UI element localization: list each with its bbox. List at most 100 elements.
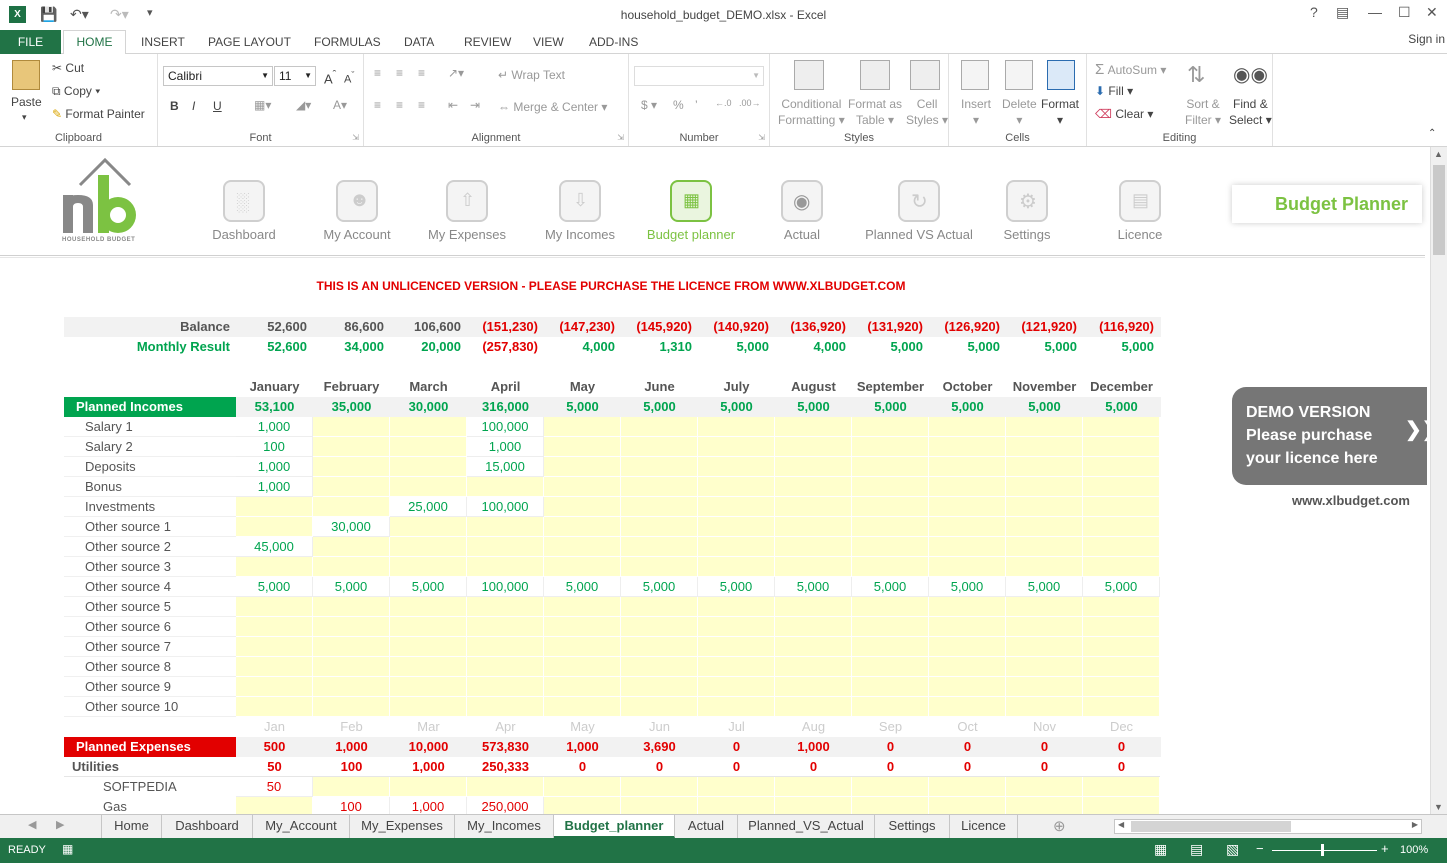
income-cell[interactable]	[313, 697, 390, 717]
scroll-thumb[interactable]	[1433, 165, 1445, 255]
income-cell[interactable]	[929, 637, 1006, 657]
monthly-result-cell[interactable]: 5,000	[1121, 339, 1154, 354]
income-cell[interactable]	[390, 617, 467, 637]
sheet-tab-licence[interactable]: Licence	[950, 815, 1018, 838]
income-cell[interactable]	[313, 557, 390, 577]
income-cell[interactable]	[467, 697, 544, 717]
monthly-result-cell[interactable]: 5,000	[1044, 339, 1077, 354]
balance-cell[interactable]: (131,920)	[867, 319, 923, 334]
format-painter-button[interactable]: ✎ Format Painter	[52, 107, 145, 121]
income-cell[interactable]	[929, 417, 1006, 437]
minimize-icon[interactable]: —	[1368, 4, 1382, 20]
income-cell[interactable]	[390, 697, 467, 717]
scroll-tabs-right-icon[interactable]: ▶	[56, 819, 65, 831]
income-cell[interactable]	[236, 617, 313, 637]
income-cell[interactable]	[1006, 657, 1083, 677]
add-sheet-icon[interactable]: ⊕	[1053, 818, 1066, 835]
income-cell[interactable]	[313, 497, 390, 517]
income-cell[interactable]	[775, 437, 852, 457]
income-cell[interactable]	[1006, 537, 1083, 557]
tab-insert[interactable]: INSERT	[141, 35, 185, 49]
expense-cell[interactable]	[698, 777, 775, 797]
income-cell[interactable]	[929, 437, 1006, 457]
align-left-icon[interactable]: ≡	[374, 98, 382, 112]
income-cell[interactable]: 5,000	[775, 577, 852, 597]
income-cell[interactable]	[1006, 637, 1083, 657]
sheet-tab-dashboard[interactable]: Dashboard	[162, 815, 253, 838]
decrease-decimal-icon[interactable]: .00→	[739, 98, 761, 108]
income-cell[interactable]	[467, 537, 544, 557]
monthly-result-cell[interactable]: 5,000	[736, 339, 769, 354]
paste-button[interactable]: Paste	[11, 95, 42, 109]
income-cell[interactable]	[621, 477, 698, 497]
income-cell[interactable]	[1083, 617, 1160, 637]
income-cell[interactable]	[929, 457, 1006, 477]
comma-icon[interactable]: ’	[695, 98, 698, 112]
expense-cell[interactable]	[852, 777, 929, 797]
income-cell[interactable]	[1006, 457, 1083, 477]
income-cell[interactable]: 5,000	[313, 577, 390, 597]
income-cell[interactable]	[621, 697, 698, 717]
income-cell[interactable]	[390, 477, 467, 497]
expense-total-cell[interactable]: 0	[732, 739, 741, 754]
income-cell[interactable]	[544, 557, 621, 577]
income-total-cell[interactable]: 5,000	[566, 399, 599, 414]
income-cell[interactable]: 100,000	[467, 497, 544, 517]
income-cell[interactable]	[698, 417, 775, 437]
zoom-slider[interactable]	[1272, 850, 1377, 851]
income-total-cell[interactable]: 35,000	[331, 399, 372, 414]
income-cell[interactable]	[775, 677, 852, 697]
income-cell[interactable]	[544, 517, 621, 537]
page-break-view-icon[interactable]: ▧	[1226, 841, 1240, 857]
scroll-tabs-left-icon[interactable]: ◀	[28, 819, 37, 831]
nav-dashboard[interactable]: ░ Dashboard	[189, 180, 299, 242]
income-cell[interactable]	[313, 477, 390, 497]
utilities-cell[interactable]: 0	[1006, 757, 1083, 777]
expense-total-cell[interactable]: 1,000	[566, 739, 599, 754]
income-cell[interactable]	[467, 477, 544, 497]
income-cell[interactable]	[775, 617, 852, 637]
cell-styles-icon[interactable]	[910, 60, 940, 90]
tab-view[interactable]: VIEW	[533, 35, 564, 49]
income-cell[interactable]	[1083, 417, 1160, 437]
income-cell[interactable]	[852, 617, 929, 637]
utilities-cell[interactable]: 0	[544, 757, 621, 777]
income-cell[interactable]	[236, 697, 313, 717]
demo-url[interactable]: www.xlbudget.com	[1292, 493, 1410, 508]
nav-my-account[interactable]: ☻ My Account	[302, 180, 412, 242]
expense-total-cell[interactable]: 573,830	[482, 739, 529, 754]
utilities-cell[interactable]: 0	[621, 757, 698, 777]
income-cell[interactable]	[698, 477, 775, 497]
income-total-cell[interactable]: 5,000	[1028, 399, 1061, 414]
sort-filter-button[interactable]: Sort & Filter ▾	[1185, 97, 1222, 127]
orientation-icon[interactable]: ↗▾	[448, 66, 465, 80]
income-cell[interactable]	[1083, 497, 1160, 517]
income-cell[interactable]	[698, 457, 775, 477]
income-cell[interactable]	[621, 597, 698, 617]
sheet-tab-my-incomes[interactable]: My_Incomes	[455, 815, 554, 838]
income-cell[interactable]	[852, 697, 929, 717]
income-cell[interactable]	[1083, 457, 1160, 477]
tab-review[interactable]: REVIEW	[464, 35, 512, 49]
paste-icon[interactable]	[12, 60, 40, 90]
income-cell[interactable]: 45,000	[236, 537, 313, 557]
income-cell[interactable]	[852, 457, 929, 477]
income-cell[interactable]	[1006, 417, 1083, 437]
income-cell[interactable]	[852, 497, 929, 517]
expense-total-cell[interactable]: 0	[1040, 739, 1049, 754]
utilities-cell[interactable]: 250,333	[467, 757, 544, 777]
income-cell[interactable]	[1083, 657, 1160, 677]
income-cell[interactable]	[1006, 497, 1083, 517]
income-cell[interactable]	[544, 617, 621, 637]
monthly-result-cell[interactable]: 5,000	[890, 339, 923, 354]
binoculars-icon[interactable]: ◉◉	[1233, 64, 1268, 86]
income-cell[interactable]	[929, 517, 1006, 537]
income-cell[interactable]	[467, 657, 544, 677]
font-dialog-launcher-icon[interactable]: ⇲	[352, 133, 359, 142]
income-total-cell[interactable]: 5,000	[720, 399, 753, 414]
income-cell[interactable]	[467, 557, 544, 577]
undo-icon[interactable]: ↶▾	[70, 6, 89, 22]
borders-icon[interactable]: ▦▾	[254, 98, 272, 112]
chevron-right-icon[interactable]: ❯❯	[1405, 419, 1430, 441]
income-cell[interactable]: 5,000	[852, 577, 929, 597]
